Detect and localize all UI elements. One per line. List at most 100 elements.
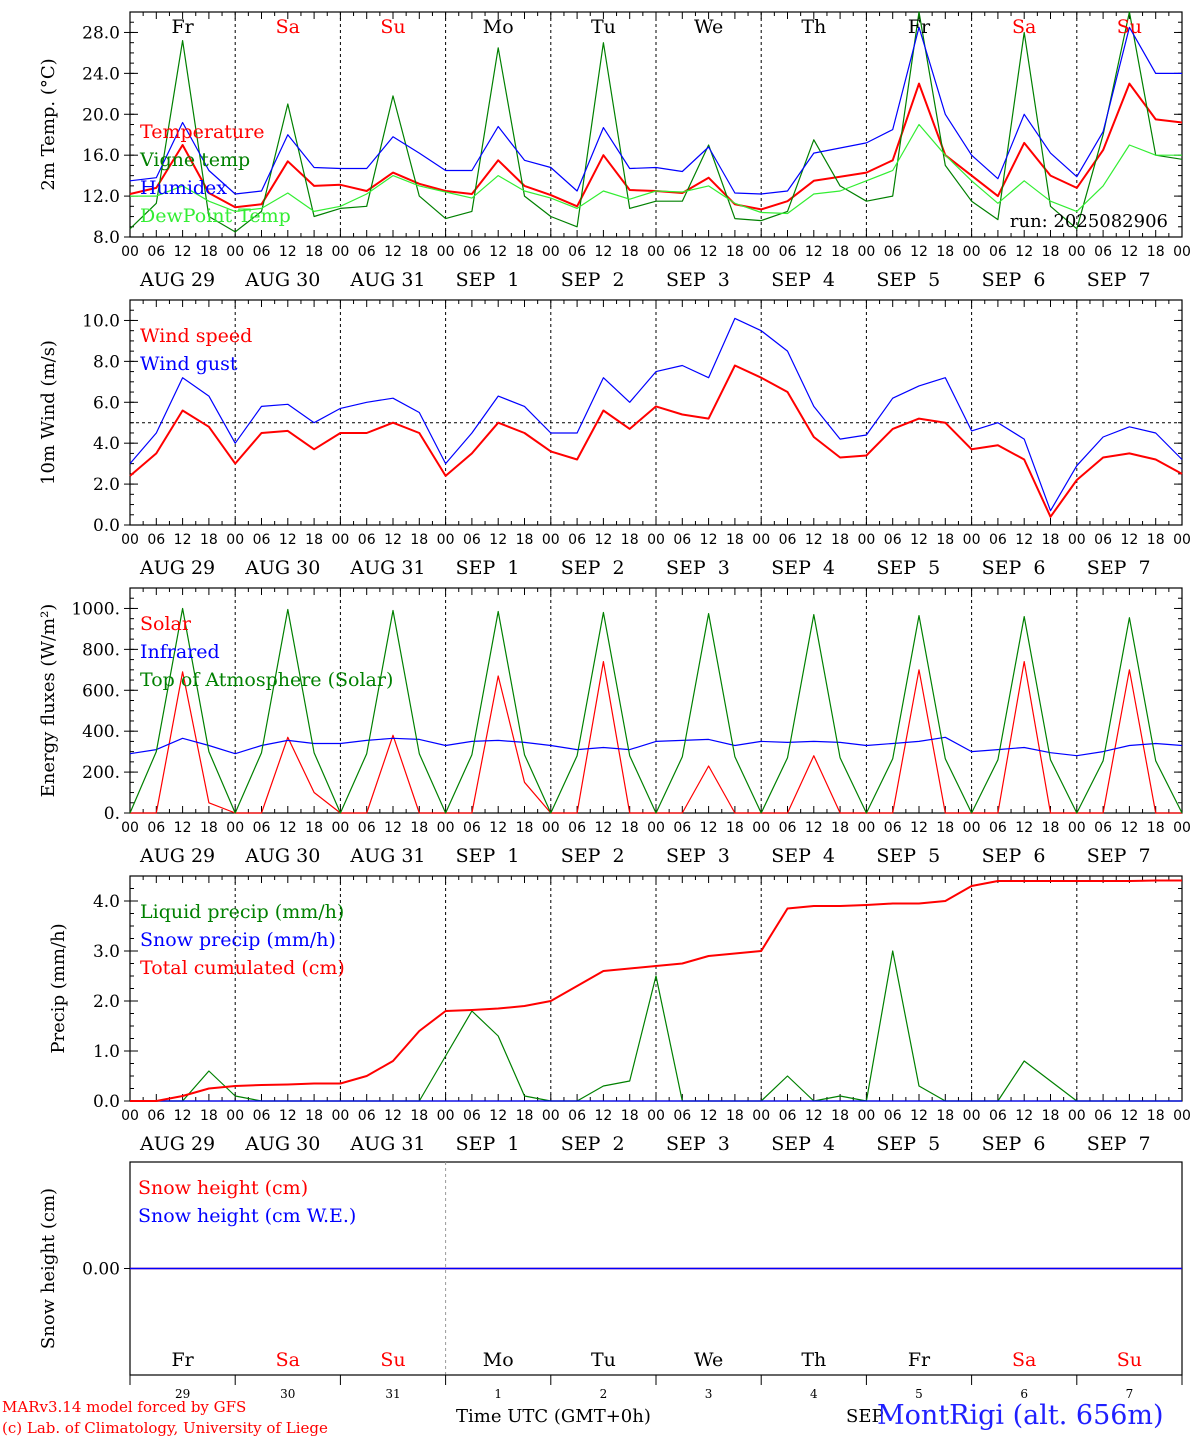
weekday-label: Fr [908, 16, 931, 38]
hour-tick-label: 18 [305, 244, 323, 260]
y-axis-label: 10m Wind (m/s) [38, 340, 59, 485]
legend-entry: Liquid precip (mm/h) [140, 901, 344, 923]
legend-entry: Wind gust [140, 353, 238, 375]
day-number-label: 30 [280, 1387, 295, 1401]
hour-tick-label: 12 [594, 820, 612, 836]
date-label: SEP 6 [982, 845, 1046, 867]
hour-tick-label: 18 [516, 244, 534, 260]
hour-tick-label: 18 [1042, 1108, 1060, 1124]
series-line [130, 879, 1182, 1102]
hour-tick-label: 00 [857, 1108, 875, 1124]
date-label: SEP 1 [456, 269, 520, 291]
hour-tick-label: 18 [621, 820, 639, 836]
hour-tick-label: 18 [305, 1108, 323, 1124]
hour-tick-label: 00 [121, 532, 139, 548]
hour-tick-label: 00 [437, 1108, 455, 1124]
month-mark: SEP [846, 1406, 884, 1427]
y-tick-label: 1.0 [93, 1042, 120, 1062]
hour-tick-label: 12 [910, 532, 928, 548]
hour-tick-label: 06 [779, 1108, 797, 1124]
hour-tick-label: 12 [279, 1108, 297, 1124]
hour-tick-label: 06 [147, 532, 165, 548]
hour-tick-label: 12 [1015, 532, 1033, 548]
hour-tick-label: 18 [200, 1108, 218, 1124]
hour-tick-label: 12 [700, 244, 718, 260]
hour-tick-label: 12 [805, 820, 823, 836]
hour-tick-label: 06 [253, 532, 271, 548]
hour-tick-label: 00 [331, 532, 349, 548]
weekday-label: Su [1117, 16, 1142, 38]
hour-tick-label: 06 [1094, 244, 1112, 260]
hour-tick-label: 06 [1094, 820, 1112, 836]
legend-entry: Infrared [140, 641, 220, 663]
hour-tick-label: 06 [779, 820, 797, 836]
hour-tick-label: 00 [1068, 532, 1086, 548]
hour-tick-label: 00 [857, 820, 875, 836]
hour-tick-label: 00 [963, 1108, 981, 1124]
hour-tick-label: 12 [384, 532, 402, 548]
legend-entry: Humidex [140, 177, 227, 199]
hour-tick-label: 18 [200, 820, 218, 836]
hour-tick-label: 06 [673, 532, 691, 548]
date-label: SEP 2 [561, 269, 625, 291]
y-tick-label: 10.0 [82, 311, 120, 331]
hour-tick-label: 12 [279, 820, 297, 836]
hour-tick-label: 12 [594, 244, 612, 260]
y-tick-label: 4.0 [93, 434, 120, 454]
y-tick-label: 2.0 [93, 992, 120, 1012]
date-label: SEP 4 [771, 1133, 835, 1155]
hour-tick-label: 06 [568, 244, 586, 260]
hour-tick-label: 06 [147, 820, 165, 836]
weekday-label: Sa [276, 16, 300, 38]
hour-tick-label: 00 [1173, 244, 1191, 260]
hour-tick-label: 06 [884, 820, 902, 836]
hour-tick-label: 18 [936, 532, 954, 548]
weekday-label: Tu [591, 16, 616, 38]
date-label: SEP 7 [1087, 845, 1151, 867]
hour-tick-label: 00 [857, 532, 875, 548]
run-label: run: 2025082906 [1010, 211, 1168, 232]
panel-1: 00 06 12 18 00 06 12 18 00 06 12 18 00 06 12 18 00 06 12 18… [38, 11, 1191, 291]
weekday-label: Th [801, 1349, 826, 1371]
weekday-label: Sa [1012, 1349, 1036, 1371]
model-credit: MARv3.14 model forced by GFS [2, 1398, 247, 1416]
y-tick-label: 600. [82, 681, 120, 701]
hour-tick-label: 00 [647, 1108, 665, 1124]
hour-tick-label: 12 [174, 532, 192, 548]
hour-tick-label: 18 [410, 1108, 428, 1124]
hour-tick-label: 12 [805, 1108, 823, 1124]
date-label: SEP 2 [561, 1133, 625, 1155]
hour-tick-label: 18 [1147, 244, 1165, 260]
station-name: MontRigi (alt. 656m) [877, 1400, 1164, 1431]
day-number-label: 7 [1126, 1387, 1134, 1401]
date-label: AUG 30 [244, 269, 320, 291]
copyright-credit: (c) Lab. of Climatology, University of L… [2, 1419, 328, 1437]
date-label: AUG 31 [349, 845, 425, 867]
hour-tick-label: 18 [305, 532, 323, 548]
date-label: SEP 5 [876, 269, 940, 291]
panel-2: 00 06 12 18 00 06 12 18 00 06 12 18 00 06 12 18 00 06 12 18… [38, 299, 1191, 579]
weekday-label: Th [801, 16, 826, 38]
day-number-label: 6 [1020, 1387, 1028, 1401]
date-label: AUG 31 [349, 269, 425, 291]
date-label: SEP 6 [982, 557, 1046, 579]
hour-tick-label: 00 [437, 820, 455, 836]
weekday-label: Mo [483, 16, 514, 38]
date-label: SEP 2 [561, 557, 625, 579]
hour-tick-label: 18 [831, 1108, 849, 1124]
hour-tick-label: 00 [1173, 820, 1191, 836]
hour-tick-label: 06 [253, 1108, 271, 1124]
hour-tick-label: 12 [279, 244, 297, 260]
date-label: SEP 7 [1087, 1133, 1151, 1155]
hour-tick-label: 00 [542, 1108, 560, 1124]
hour-tick-label: 12 [700, 820, 718, 836]
hour-tick-label: 12 [384, 244, 402, 260]
series-line [130, 123, 1182, 215]
date-label: SEP 3 [666, 557, 730, 579]
weekday-label: Su [380, 16, 405, 38]
hour-tick-label: 06 [989, 244, 1007, 260]
weekday-label: Sa [276, 1349, 300, 1371]
panel-4: 00 06 12 18 00 06 12 18 00 06 12 18 00 06 12 18 00 06 12 18… [48, 875, 1191, 1155]
legend-entry: Total cumulated (cm) [140, 957, 345, 979]
hour-tick-label: 18 [831, 532, 849, 548]
